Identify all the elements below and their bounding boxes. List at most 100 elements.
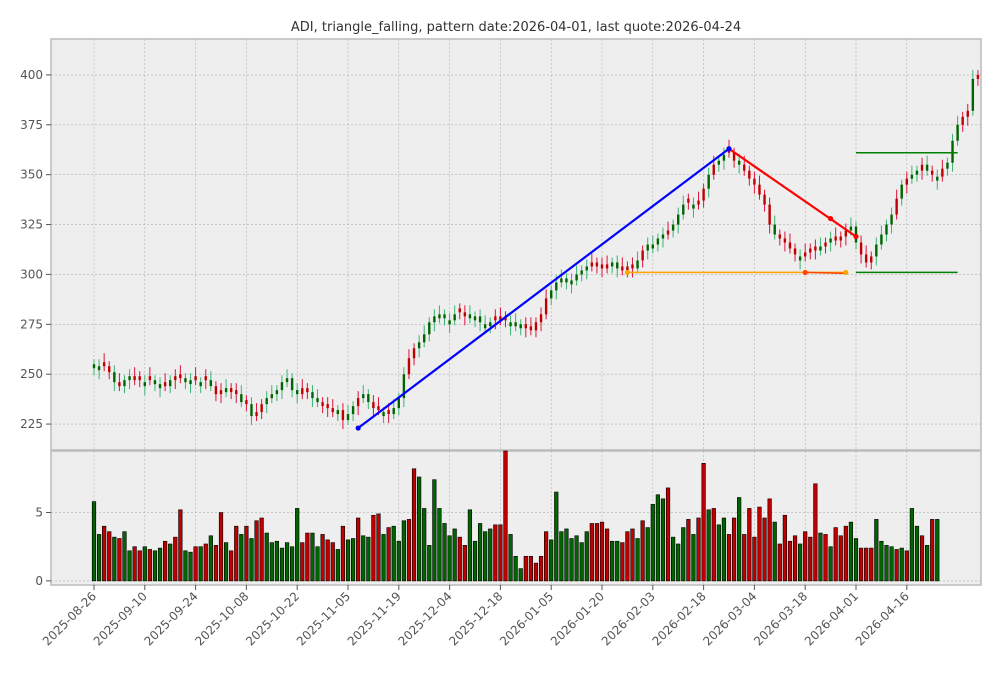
candle-body [961, 116, 964, 125]
volume-bar [823, 534, 828, 582]
candle-body [97, 366, 101, 371]
candle-body [844, 230, 848, 237]
volume-bar [742, 534, 747, 582]
candle-body [224, 388, 228, 393]
pattern-line-uptrend [357, 147, 730, 429]
candle-body [458, 308, 461, 313]
candle-body [798, 256, 802, 261]
volume-bar [645, 527, 650, 582]
candle-body [407, 358, 411, 375]
volume-bar [747, 508, 752, 582]
volume-bar [376, 513, 381, 582]
volume-bar [467, 509, 473, 582]
candle-body [575, 274, 578, 281]
candle-body [163, 382, 167, 387]
candle-body [819, 246, 822, 251]
volume-bar [102, 525, 107, 582]
volume-bar [223, 542, 229, 582]
volume-bar [569, 538, 574, 582]
candle-body [859, 242, 863, 255]
candle-body [849, 226, 853, 231]
candle-body [783, 238, 787, 243]
candle-body [565, 278, 568, 283]
volume-bar [726, 534, 732, 582]
candle-body [748, 170, 751, 179]
volume-bar [361, 535, 366, 582]
candle-body [544, 298, 548, 315]
candle-body [880, 234, 883, 245]
candle-body [204, 376, 207, 381]
volume-bar [137, 550, 142, 582]
candle-body [600, 264, 604, 269]
volume-bar [615, 540, 620, 582]
volume-bar [650, 504, 655, 582]
volume-bar [513, 555, 518, 582]
volume-bar [350, 538, 356, 582]
candle-body [717, 160, 721, 165]
volume-bar [848, 521, 854, 582]
x-tick-label: 2025-09-24 [142, 589, 201, 648]
candle-body [636, 260, 639, 269]
candle-body [275, 390, 279, 395]
volume-bar [254, 520, 259, 582]
candle-body [890, 214, 893, 225]
volume-bar [417, 476, 422, 582]
candle-body [285, 378, 289, 383]
x-tick-label: 2025-12-04 [396, 589, 455, 648]
volume-bar [701, 463, 706, 582]
candle-body [687, 198, 690, 203]
candle-body [539, 314, 543, 323]
candle-body [778, 234, 781, 239]
volume-bar [483, 531, 488, 582]
volume-bar [792, 535, 798, 582]
volume-bar [665, 487, 671, 582]
x-tick-label: 2025-10-22 [243, 589, 302, 648]
candle-body [402, 374, 406, 399]
candle-body [646, 244, 649, 251]
candle-body [235, 390, 238, 395]
volume-bar [91, 501, 97, 582]
volume-bar [386, 527, 391, 582]
volume-bar [584, 531, 589, 582]
candle-body [925, 164, 929, 171]
candle-body [311, 392, 314, 399]
x-tick-label: 2026-02-18 [650, 589, 709, 648]
volume-bar [117, 538, 122, 582]
candle-body [631, 264, 634, 269]
candle-body [824, 242, 827, 247]
volume-bar [660, 498, 666, 582]
candle-body [555, 282, 558, 291]
candle-body [514, 322, 517, 327]
candle-body [321, 402, 324, 407]
pattern-marker [355, 425, 361, 431]
candle-body [356, 398, 360, 407]
volume-bar [894, 549, 899, 582]
candle-body [219, 390, 223, 395]
candle-body [870, 256, 873, 263]
volume-bar [112, 536, 117, 582]
candle-body [580, 270, 583, 275]
candle-body [158, 384, 162, 389]
volume-bar [777, 543, 782, 582]
volume-bar [610, 540, 615, 582]
volume-bar [279, 547, 285, 582]
candle-body [123, 380, 126, 387]
candle-body [941, 168, 944, 177]
candle-body [483, 324, 487, 329]
volume-bar [371, 514, 376, 582]
candle-body [875, 244, 878, 257]
volume-bar [173, 536, 178, 582]
candle-body [199, 382, 202, 387]
price-tick-label: 300 [20, 267, 43, 281]
price-tick-label: 250 [20, 367, 43, 381]
candle-body [763, 194, 766, 205]
x-tick-label: 2026-03-18 [751, 589, 810, 648]
candle-body [443, 314, 446, 319]
candle-body [133, 376, 136, 381]
volume-bar [737, 497, 742, 582]
candle-body [931, 170, 934, 175]
candle-body [113, 372, 116, 383]
volume-bar [538, 555, 544, 582]
pattern-marker [853, 233, 859, 240]
